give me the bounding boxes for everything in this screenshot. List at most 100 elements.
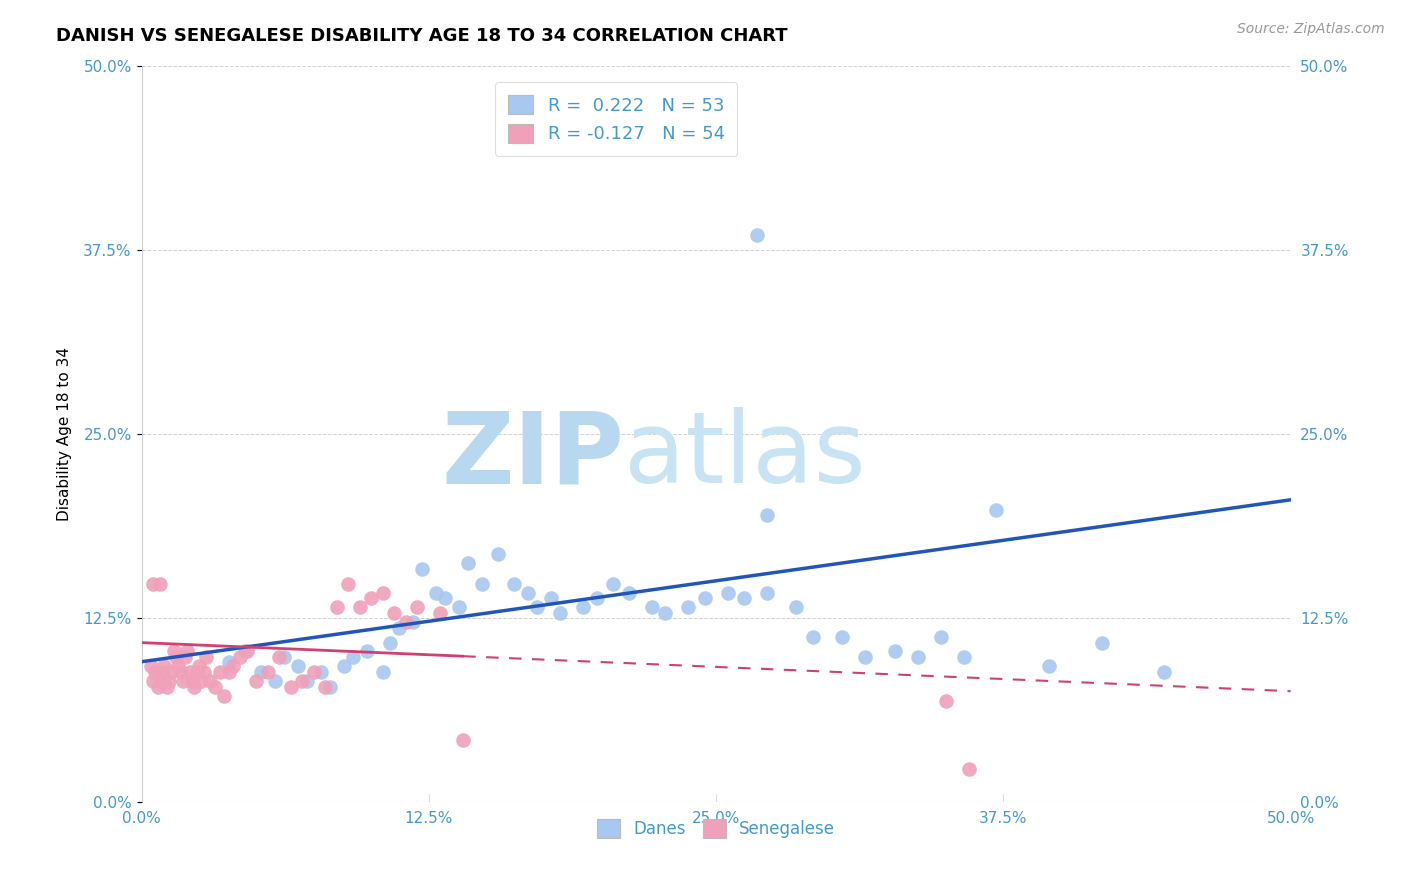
Point — [176, 644, 198, 658]
Point — [139, 659, 162, 673]
Point — [855, 650, 877, 665]
Point — [146, 680, 169, 694]
Point — [337, 576, 360, 591]
Point — [755, 508, 778, 522]
Point — [801, 630, 824, 644]
Point — [411, 562, 433, 576]
Point — [174, 650, 197, 665]
Point — [309, 665, 332, 679]
Point — [678, 600, 700, 615]
Point — [150, 665, 173, 679]
Point — [236, 644, 259, 658]
Point — [429, 606, 451, 620]
Point — [186, 665, 208, 679]
Point — [163, 644, 186, 658]
Point — [1091, 635, 1114, 649]
Point — [371, 665, 394, 679]
Point — [502, 576, 524, 591]
Point — [388, 621, 411, 635]
Point — [167, 659, 190, 673]
Point — [280, 680, 302, 694]
Point — [378, 635, 401, 649]
Point — [142, 673, 165, 688]
Point — [295, 673, 318, 688]
Text: Source: ZipAtlas.com: Source: ZipAtlas.com — [1237, 22, 1385, 37]
Point — [181, 673, 204, 688]
Point — [1038, 659, 1060, 673]
Point — [516, 585, 538, 599]
Point — [486, 547, 509, 561]
Point — [693, 591, 716, 606]
Point — [747, 227, 769, 242]
Point — [250, 665, 273, 679]
Point — [433, 591, 456, 606]
Point — [218, 655, 240, 669]
Point — [526, 600, 548, 615]
Point — [957, 762, 980, 776]
Point — [194, 650, 217, 665]
Point — [935, 694, 957, 708]
Point — [356, 644, 378, 658]
Point — [406, 600, 429, 615]
Point — [222, 659, 245, 673]
Point — [831, 630, 853, 644]
Point — [287, 659, 309, 673]
Point — [269, 650, 291, 665]
Point — [342, 650, 364, 665]
Point — [371, 585, 394, 599]
Point — [179, 665, 201, 679]
Point — [302, 665, 325, 679]
Point — [149, 576, 172, 591]
Legend: Danes, Senegalese: Danes, Senegalese — [591, 813, 842, 845]
Point — [193, 665, 215, 679]
Point — [257, 665, 280, 679]
Point — [314, 680, 336, 694]
Point — [425, 585, 447, 599]
Point — [884, 644, 907, 658]
Point — [755, 585, 778, 599]
Point — [165, 650, 187, 665]
Point — [229, 650, 252, 665]
Point — [785, 600, 807, 615]
Point — [929, 630, 952, 644]
Point — [733, 591, 755, 606]
Point — [157, 673, 180, 688]
Point — [156, 680, 179, 694]
Point — [641, 600, 664, 615]
Point — [986, 503, 1008, 517]
Text: ZIP: ZIP — [441, 407, 624, 504]
Point — [172, 673, 194, 688]
Point — [149, 673, 172, 688]
Point — [153, 659, 176, 673]
Point — [169, 665, 191, 679]
Point — [382, 606, 405, 620]
Point — [548, 606, 571, 620]
Point — [208, 665, 231, 679]
Y-axis label: Disability Age 18 to 34: Disability Age 18 to 34 — [58, 347, 72, 521]
Point — [332, 659, 354, 673]
Point — [326, 600, 349, 615]
Text: DANISH VS SENEGALESE DISABILITY AGE 18 TO 34 CORRELATION CHART: DANISH VS SENEGALESE DISABILITY AGE 18 T… — [56, 27, 787, 45]
Point — [540, 591, 562, 606]
Point — [212, 689, 235, 703]
Point — [907, 650, 929, 665]
Point — [291, 673, 314, 688]
Point — [447, 600, 470, 615]
Point — [183, 680, 205, 694]
Point — [142, 576, 165, 591]
Point — [654, 606, 676, 620]
Point — [617, 585, 640, 599]
Point — [451, 732, 474, 747]
Point — [585, 591, 607, 606]
Point — [402, 615, 425, 629]
Point — [349, 600, 371, 615]
Point — [457, 556, 479, 570]
Point — [602, 576, 624, 591]
Point — [200, 673, 222, 688]
Point — [263, 673, 285, 688]
Point — [360, 591, 382, 606]
Point — [319, 680, 342, 694]
Text: atlas: atlas — [624, 407, 866, 504]
Point — [1153, 665, 1175, 679]
Point — [716, 585, 738, 599]
